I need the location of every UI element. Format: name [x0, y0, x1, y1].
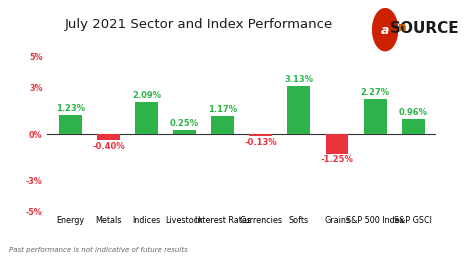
Text: 0.25%: 0.25%	[170, 119, 199, 128]
Bar	[364, 99, 386, 134]
Text: SOURCE: SOURCE	[390, 21, 460, 36]
Bar	[97, 134, 120, 140]
Bar	[173, 130, 196, 134]
Bar	[326, 134, 348, 154]
Text: -0.13%: -0.13%	[245, 138, 277, 147]
Text: July 2021 Sector and Index Performance: July 2021 Sector and Index Performance	[65, 18, 333, 31]
Text: 2.09%: 2.09%	[132, 91, 161, 100]
Bar	[402, 119, 425, 134]
Bar	[135, 102, 158, 134]
Text: -0.40%: -0.40%	[92, 142, 125, 151]
Circle shape	[373, 9, 398, 51]
Text: 1.23%: 1.23%	[56, 104, 85, 113]
Text: Past performance is not indicative of future results: Past performance is not indicative of fu…	[9, 247, 188, 253]
Text: 0.96%: 0.96%	[399, 108, 428, 117]
Text: n: n	[398, 21, 407, 34]
Bar	[211, 116, 234, 134]
Text: a: a	[381, 24, 389, 37]
Bar	[287, 86, 310, 134]
Text: -1.25%: -1.25%	[320, 155, 354, 164]
Text: 3.13%: 3.13%	[284, 75, 313, 84]
Bar	[59, 115, 82, 134]
Text: 2.27%: 2.27%	[361, 88, 390, 97]
Bar	[249, 134, 272, 136]
Text: 1.17%: 1.17%	[208, 105, 237, 114]
